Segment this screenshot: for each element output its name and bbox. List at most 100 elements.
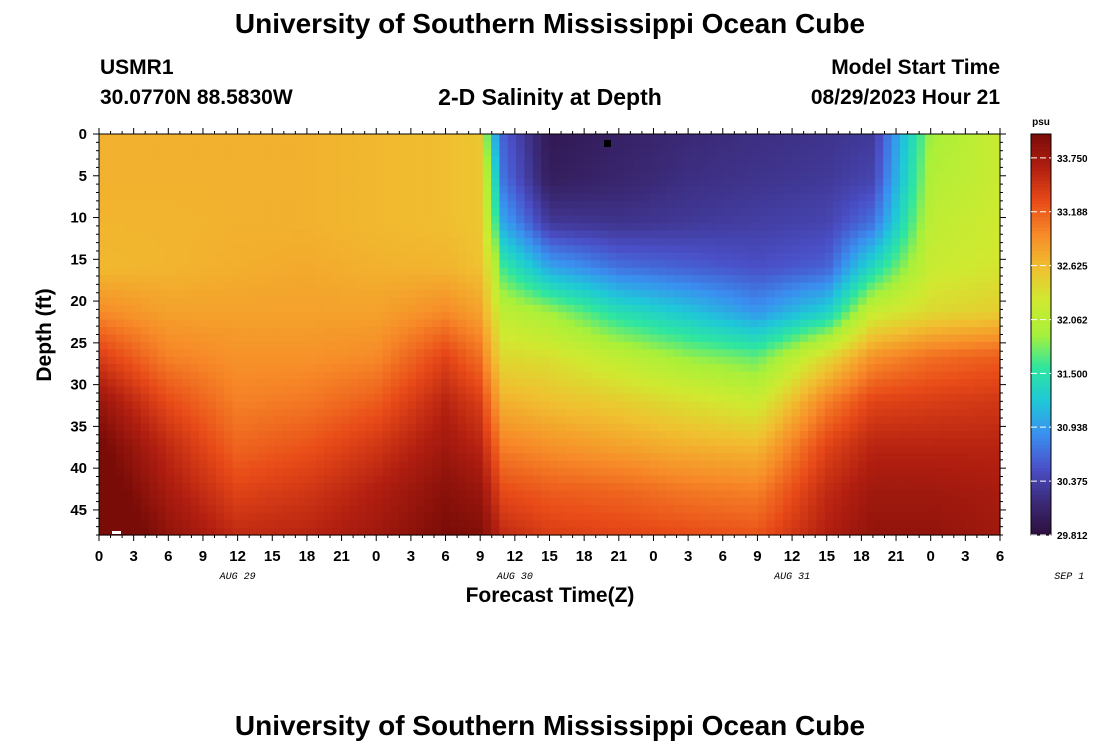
heatmap-cell <box>174 386 184 395</box>
heatmap-cell <box>365 393 375 402</box>
heatmap-cell <box>566 245 576 254</box>
heatmap-cell <box>207 379 217 388</box>
heatmap-cell <box>599 460 609 469</box>
heatmap-cell <box>299 282 309 291</box>
heatmap-cell <box>315 423 325 432</box>
heatmap-cell <box>265 223 275 232</box>
heatmap-cell <box>716 334 726 343</box>
heatmap-cell <box>532 468 542 477</box>
heatmap-cell <box>499 497 509 506</box>
heatmap-cell <box>816 371 826 380</box>
heatmap-cell <box>99 267 108 276</box>
heatmap-cell <box>774 215 784 224</box>
heatmap-cell <box>115 260 125 269</box>
heatmap-cell <box>282 505 292 514</box>
heatmap-cell <box>157 252 167 261</box>
heatmap-cell <box>274 200 284 209</box>
heatmap-cell <box>482 364 492 373</box>
heatmap-cell <box>324 304 334 313</box>
heatmap-cell <box>774 520 784 529</box>
heatmap-cell <box>766 349 776 358</box>
heatmap-cell <box>708 341 717 350</box>
heatmap-cell <box>641 445 651 454</box>
heatmap-cell <box>549 208 559 217</box>
heatmap-cell <box>107 252 117 261</box>
heatmap-cell <box>532 163 542 172</box>
heatmap-cell <box>224 453 234 462</box>
heatmap-cell <box>566 171 576 180</box>
heatmap-cell <box>107 171 117 180</box>
heatmap-cell <box>482 468 492 477</box>
heatmap-cell <box>816 505 826 514</box>
heatmap-cell <box>708 327 717 336</box>
heatmap-cell <box>666 490 676 499</box>
heatmap-cell <box>674 334 684 343</box>
heatmap-cell <box>849 453 859 462</box>
heatmap-cell <box>232 527 242 536</box>
heatmap-cell <box>574 148 584 157</box>
heatmap-cell <box>365 237 375 246</box>
heatmap-cell <box>532 438 542 447</box>
heatmap-cell <box>441 289 450 298</box>
heatmap-cell <box>324 490 334 499</box>
heatmap-cell <box>215 230 225 239</box>
heatmap-cell <box>507 408 517 417</box>
heatmap-cell <box>441 431 450 440</box>
heatmap-cell <box>824 163 834 172</box>
heatmap-cell <box>307 379 317 388</box>
heatmap-cell <box>374 252 384 261</box>
heatmap-cell <box>666 416 676 425</box>
heatmap-cell <box>299 148 309 157</box>
heatmap-cell <box>457 193 467 202</box>
heatmap-cell <box>299 208 309 217</box>
heatmap-cell <box>332 512 342 521</box>
heatmap-cell <box>332 490 342 499</box>
heatmap-cell <box>716 245 726 254</box>
heatmap-cell <box>849 267 859 276</box>
heatmap-cell <box>399 230 409 239</box>
heatmap-cell <box>741 245 751 254</box>
heatmap-cell <box>691 393 701 402</box>
heatmap-cell <box>441 178 450 187</box>
heatmap-cell <box>766 341 776 350</box>
heatmap-cell <box>349 497 359 506</box>
heatmap-cell <box>541 490 551 499</box>
heatmap-cell <box>824 215 834 224</box>
heatmap-cell <box>774 319 784 328</box>
heatmap-cell <box>557 379 567 388</box>
heatmap-cell <box>466 156 476 165</box>
heatmap-cell <box>199 408 209 417</box>
heatmap-cell <box>799 453 809 462</box>
heatmap-cell <box>758 193 767 202</box>
heatmap-cell <box>816 460 826 469</box>
heatmap-cell <box>299 416 309 425</box>
heatmap-cell <box>382 193 392 202</box>
heatmap-cell <box>541 475 551 484</box>
heatmap-cell <box>566 163 576 172</box>
heatmap-cell <box>741 475 751 484</box>
heatmap-cell <box>340 393 350 402</box>
heatmap-cell <box>315 431 325 440</box>
heatmap-cell <box>516 460 526 469</box>
heatmap-cell <box>399 490 409 499</box>
heatmap-cell <box>499 282 509 291</box>
heatmap-cell <box>808 178 818 187</box>
heatmap-cell <box>816 148 826 157</box>
heatmap-cell <box>674 297 684 306</box>
heatmap-cell <box>324 148 334 157</box>
heatmap-cell <box>215 148 225 157</box>
heatmap-cell <box>607 393 617 402</box>
heatmap-cell <box>190 505 200 514</box>
heatmap-cell <box>674 275 684 284</box>
heatmap-cell <box>466 356 476 365</box>
heatmap-cell <box>441 327 450 336</box>
heatmap-cell <box>265 505 275 514</box>
heatmap-cell <box>833 334 843 343</box>
heatmap-cell <box>574 230 584 239</box>
heatmap-cell <box>482 215 492 224</box>
heatmap-cell <box>207 252 217 261</box>
heatmap-cell <box>849 223 859 232</box>
heatmap-cell <box>157 438 167 447</box>
heatmap-cell <box>841 282 851 291</box>
heatmap-cell <box>315 483 325 492</box>
